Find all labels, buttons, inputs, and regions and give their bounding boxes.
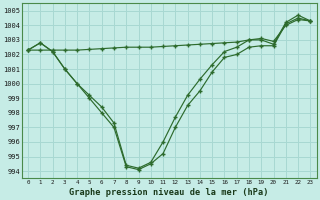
X-axis label: Graphe pression niveau de la mer (hPa): Graphe pression niveau de la mer (hPa)	[69, 188, 269, 197]
